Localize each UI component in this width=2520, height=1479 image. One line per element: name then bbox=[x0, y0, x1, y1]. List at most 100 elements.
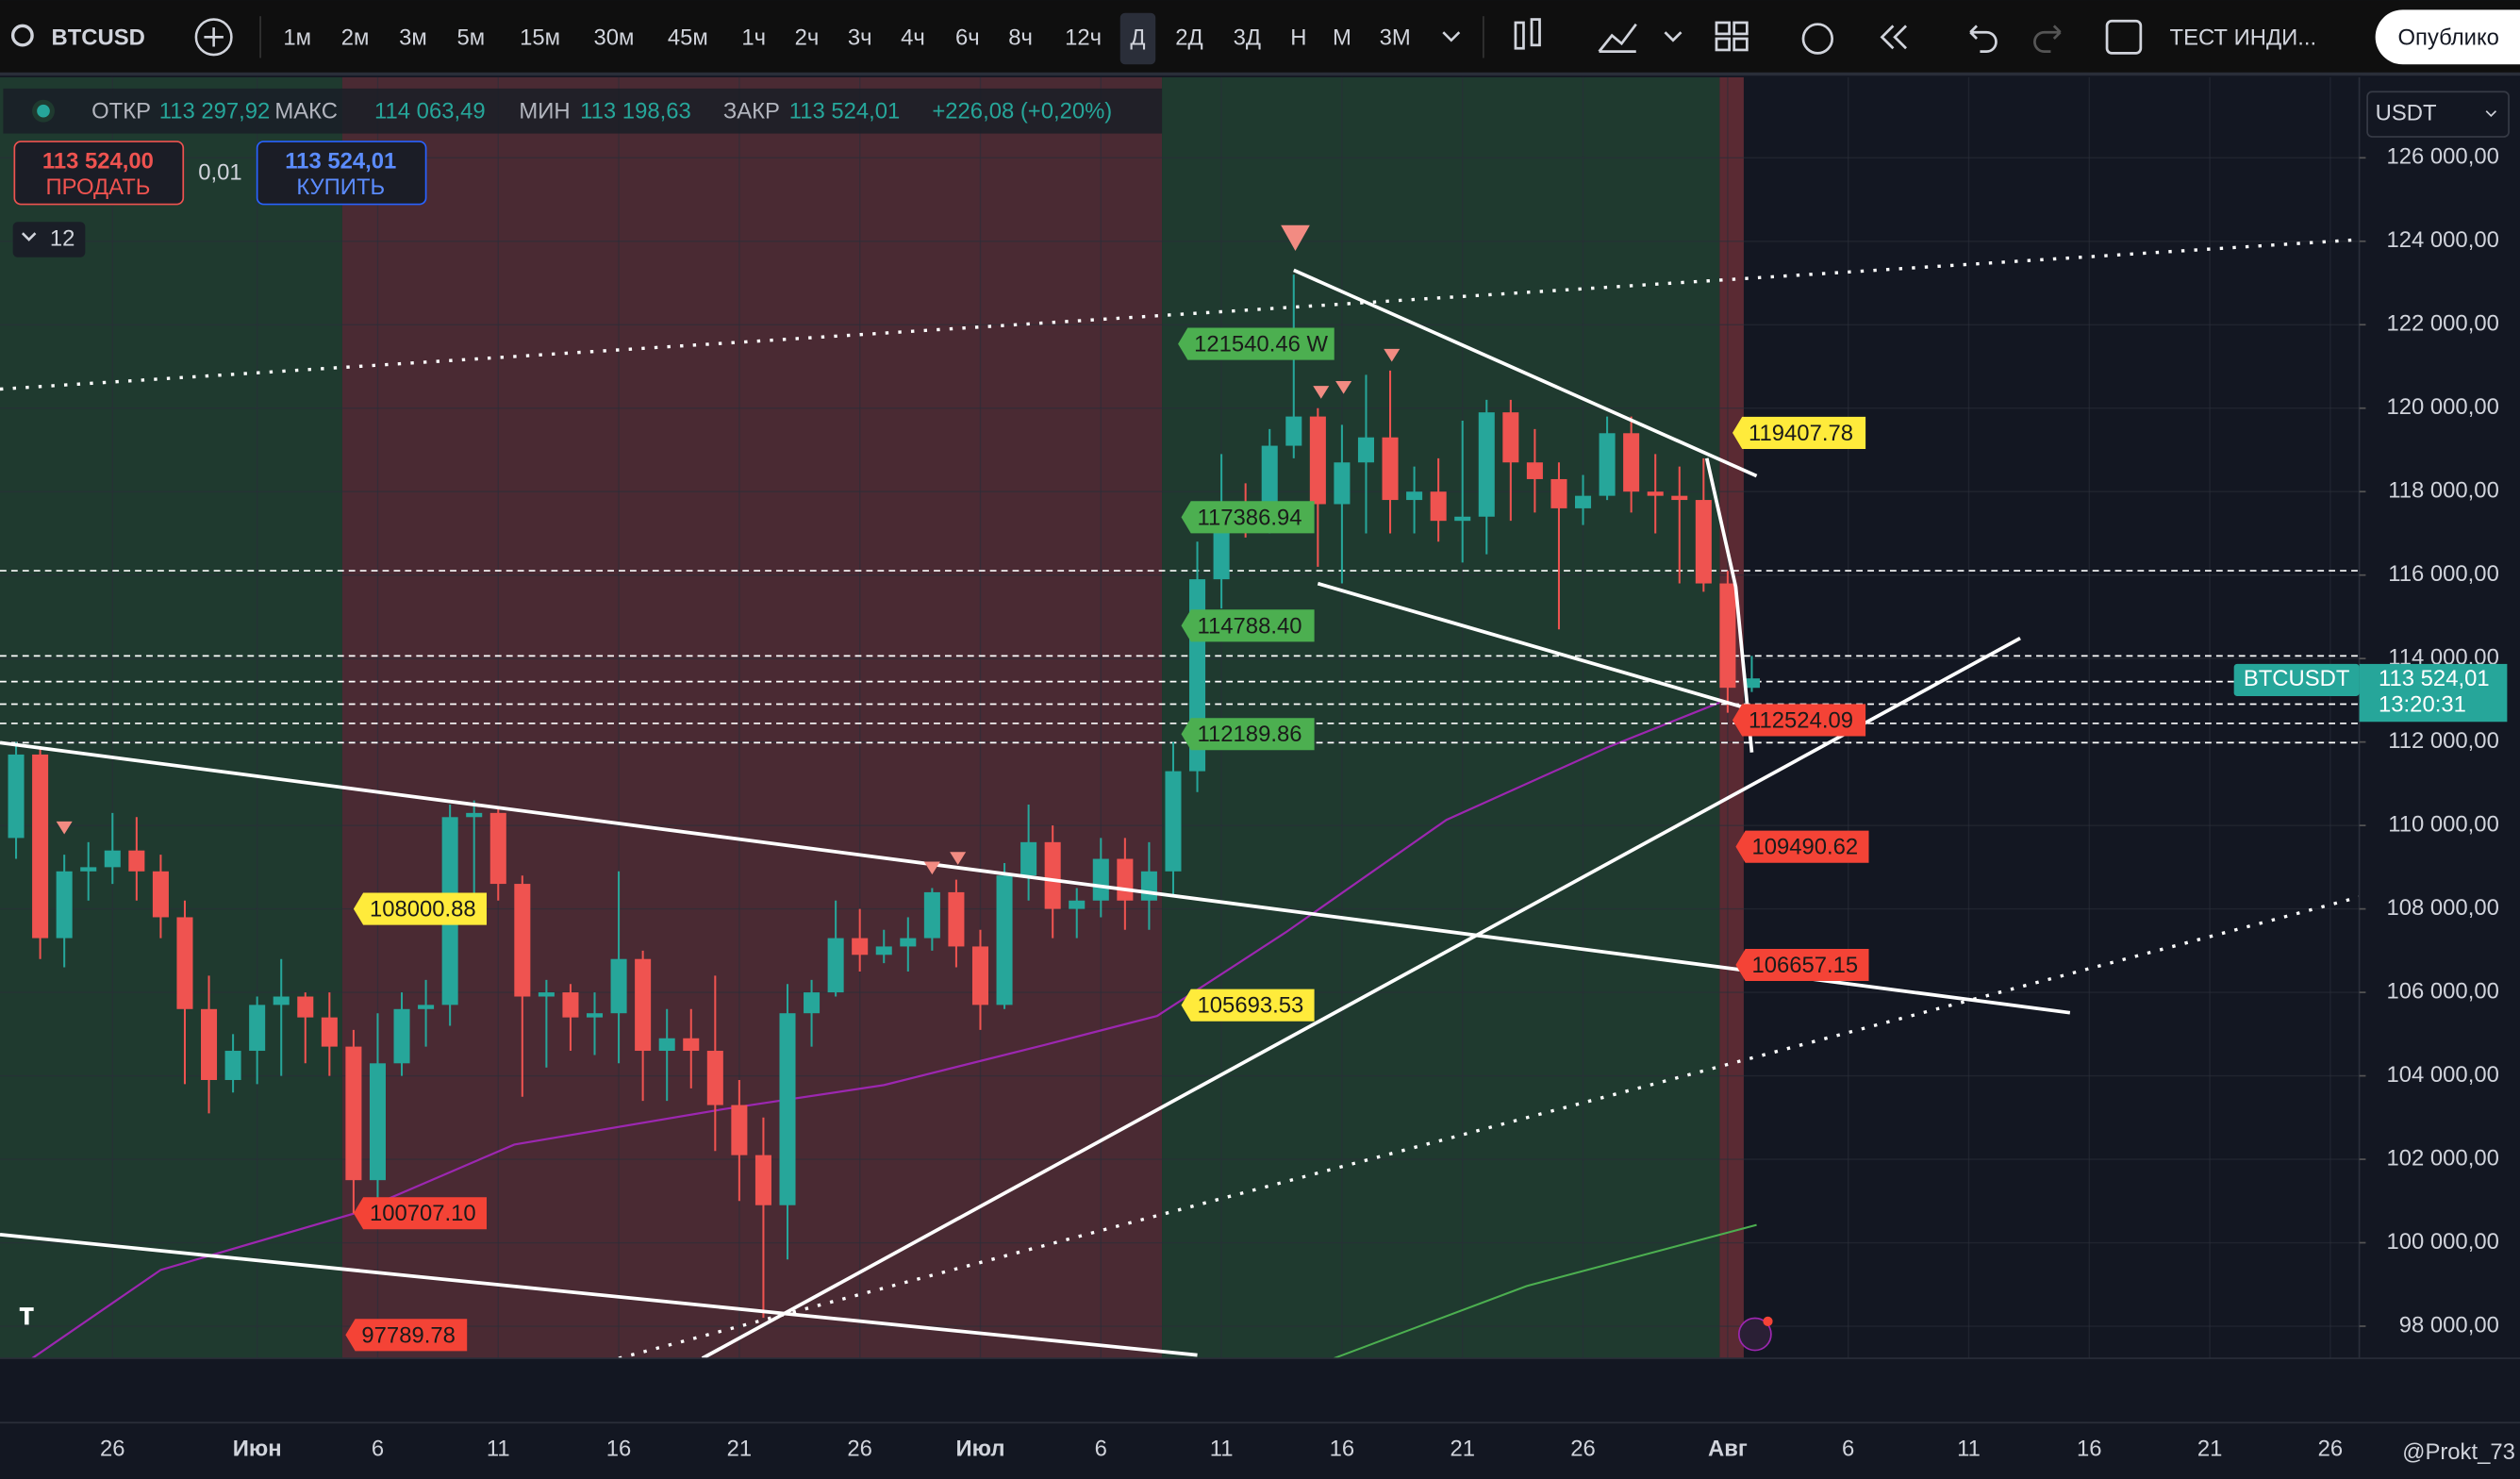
interval[interactable]: 45м bbox=[668, 25, 708, 50]
interval[interactable]: 12ч bbox=[1065, 25, 1102, 50]
currency-select[interactable] bbox=[2366, 91, 2510, 138]
marker bbox=[1335, 380, 1352, 394]
search-icon[interactable] bbox=[10, 24, 34, 47]
candle-body bbox=[1719, 583, 1736, 689]
interval[interactable]: М bbox=[1333, 25, 1351, 50]
alert-icon[interactable] bbox=[1801, 23, 1834, 55]
checkbox[interactable] bbox=[2105, 19, 2143, 55]
add-symbol[interactable] bbox=[194, 18, 233, 57]
y-tick-label: 126 000,00 bbox=[2387, 144, 2499, 170]
redo-icon[interactable] bbox=[2033, 25, 2062, 54]
interval[interactable]: 3ч bbox=[848, 25, 872, 50]
publish-button[interactable] bbox=[2375, 9, 2520, 65]
buy-button[interactable] bbox=[256, 141, 427, 206]
publish-label[interactable]: Опублико bbox=[2397, 25, 2498, 50]
intervals: 1м 2м 3м 5м 15м 30м 45м 1ч 2ч 3ч 4ч 6ч 8ч 12ч Д 2Д 3Д Н М 3… bbox=[283, 12, 1411, 65]
x-tick-label: 6 bbox=[1842, 1437, 1854, 1462]
indicators-icon[interactable] bbox=[1598, 23, 1637, 54]
axes: 98 000,00 100 000,00 102 000,00 104 000,00 1… bbox=[100, 144, 2499, 1462]
layout-icon[interactable] bbox=[1715, 21, 1731, 36]
dotted-trendline bbox=[618, 895, 2361, 1360]
interval[interactable]: 3М bbox=[1380, 25, 1411, 50]
legend-value: 113 297,92 bbox=[159, 99, 271, 125]
candle-body bbox=[321, 1017, 338, 1047]
candle-body bbox=[104, 850, 121, 868]
interval[interactable]: 2Д bbox=[1175, 25, 1202, 50]
chevron bbox=[2485, 110, 2497, 118]
candle-body bbox=[1382, 437, 1399, 501]
x-tick-label: 26 bbox=[1570, 1437, 1596, 1462]
layout-icon bbox=[1732, 37, 1749, 52]
candle-body bbox=[538, 992, 555, 997]
candle-body bbox=[80, 867, 97, 872]
symbol-tag bbox=[2233, 663, 2360, 696]
interval[interactable]: 1м bbox=[283, 25, 311, 50]
currency[interactable]: USDT bbox=[2376, 100, 2437, 125]
annotation-tag bbox=[1178, 327, 1335, 360]
interval[interactable]: 3м bbox=[399, 25, 427, 50]
status-dot bbox=[37, 104, 50, 118]
buy-price[interactable]: 113 524,01 bbox=[285, 149, 396, 174]
annotation-tag bbox=[1735, 948, 1869, 982]
candle-body bbox=[635, 958, 652, 1052]
interval[interactable]: 5м bbox=[456, 25, 485, 50]
candle-body bbox=[683, 1038, 700, 1052]
candle-body bbox=[1430, 491, 1447, 522]
lightning-icon[interactable] bbox=[1737, 1317, 1772, 1352]
candle-body bbox=[1261, 445, 1278, 517]
marker bbox=[1281, 224, 1310, 251]
legend-label: ОТКР bbox=[91, 99, 151, 125]
interval[interactable]: Н bbox=[1290, 25, 1306, 50]
x-tick-label: 26 bbox=[847, 1437, 872, 1462]
y-tick-label: 98 000,00 bbox=[2399, 1312, 2499, 1338]
candle-body bbox=[489, 812, 506, 885]
replay-icon[interactable] bbox=[1880, 25, 1908, 50]
interval[interactable]: 1ч bbox=[741, 25, 766, 50]
y-tick-label: 124 000,00 bbox=[2387, 227, 2499, 253]
candle-icon[interactable] bbox=[1514, 21, 1525, 50]
indicators-toggle[interactable] bbox=[12, 222, 86, 258]
y-tick-label: 108 000,00 bbox=[2387, 895, 2499, 921]
interval[interactable]: 3Д bbox=[1234, 25, 1261, 50]
candle-body bbox=[176, 917, 193, 1009]
undo-icon[interactable] bbox=[1969, 25, 1998, 54]
interval-dropdown[interactable] bbox=[1442, 31, 1461, 42]
indicators-count[interactable]: 12 bbox=[50, 225, 75, 251]
zone-green bbox=[1162, 76, 1720, 1359]
legend-bg bbox=[3, 88, 1163, 134]
y-tick-label: 118 000,00 bbox=[2388, 478, 2499, 504]
interval[interactable]: 2ч bbox=[795, 25, 820, 50]
annotation-label: 97789.78 bbox=[361, 1322, 455, 1348]
sell-price[interactable]: 113 524,00 bbox=[42, 149, 154, 174]
candle-body bbox=[1526, 462, 1543, 479]
sell-label[interactable]: ПРОДАТЬ bbox=[45, 174, 150, 200]
interval[interactable]: 8ч bbox=[1008, 25, 1033, 50]
indicator-name[interactable]: ТЕСТ ИНДИ... bbox=[2170, 25, 2317, 50]
interval[interactable]: 6ч bbox=[955, 25, 980, 50]
interval[interactable]: 4ч bbox=[901, 25, 925, 50]
interval[interactable]: Д bbox=[1130, 25, 1145, 50]
moving-average bbox=[1334, 1223, 1757, 1360]
y-tick-label: 104 000,00 bbox=[2387, 1062, 2499, 1088]
dropdown[interactable] bbox=[1664, 31, 1683, 42]
candle-body bbox=[562, 992, 579, 1018]
candle-body bbox=[345, 1046, 362, 1181]
interval[interactable]: 15м bbox=[520, 25, 560, 50]
trendline bbox=[701, 636, 2021, 1360]
buy-label[interactable]: КУПИТЬ bbox=[296, 174, 385, 200]
x-tick-label: 11 bbox=[1957, 1437, 1981, 1462]
candles bbox=[8, 274, 1760, 1319]
candle-body bbox=[827, 938, 844, 993]
interval[interactable]: 2м bbox=[341, 25, 370, 50]
candle-body bbox=[875, 946, 892, 956]
candle-body bbox=[1623, 433, 1640, 492]
symbol[interactable]: BTCUSD bbox=[52, 25, 145, 50]
interval[interactable]: 30м bbox=[593, 25, 634, 50]
legend-label: МАКС bbox=[274, 99, 338, 125]
candle-body bbox=[297, 996, 314, 1018]
candle-body bbox=[1309, 416, 1326, 505]
sell-button[interactable] bbox=[13, 141, 185, 206]
legend-value: 113 198,63 bbox=[580, 99, 691, 125]
